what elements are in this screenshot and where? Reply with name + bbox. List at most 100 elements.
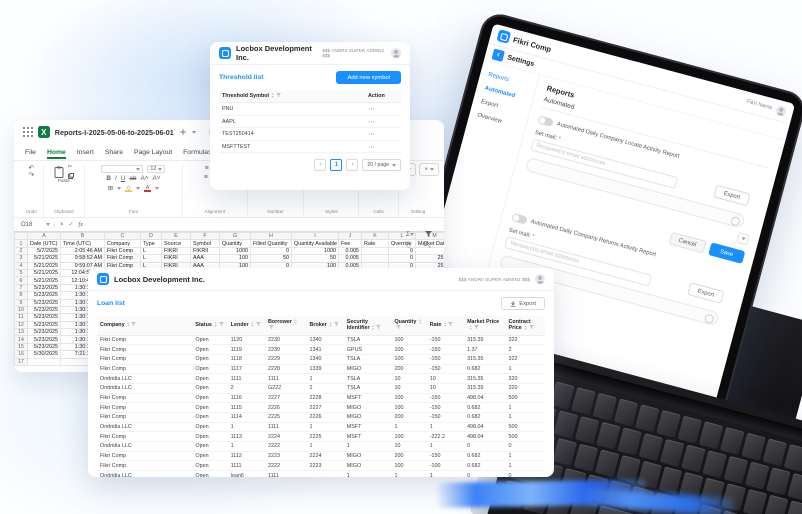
filter-icon[interactable] bbox=[528, 325, 534, 330]
cell[interactable] bbox=[27, 357, 61, 367]
row-header[interactable]: 13 bbox=[14, 328, 28, 337]
cell[interactable] bbox=[361, 246, 389, 256]
column-header[interactable]: H bbox=[250, 231, 292, 241]
loan-row[interactable]: Ondridia LLC Open 1 2222 1 1 10 1 0 0 bbox=[97, 441, 545, 452]
cell[interactable]: Fikri Comp bbox=[104, 254, 141, 263]
cell[interactable]: Fikri Comp bbox=[104, 246, 141, 256]
find-icon[interactable] bbox=[423, 241, 437, 249]
report-toggle[interactable] bbox=[537, 115, 555, 128]
cell[interactable]: 5/30/2025 bbox=[27, 350, 61, 359]
filter-icon[interactable] bbox=[333, 322, 339, 327]
italic-button[interactable]: I bbox=[114, 175, 117, 182]
stepper-control[interactable] bbox=[736, 232, 750, 246]
back-icon[interactable]: ‹ bbox=[491, 47, 506, 62]
sort-icons[interactable]: ▲ ▼ bbox=[212, 322, 224, 328]
column-header[interactable]: B bbox=[60, 231, 105, 241]
cell[interactable]: 5/21/2025 bbox=[27, 268, 61, 278]
row-header[interactable]: 14 bbox=[14, 335, 28, 344]
menu-item-home[interactable]: Home bbox=[47, 146, 66, 159]
row-header[interactable]: 16 bbox=[14, 350, 28, 359]
cell[interactable]: 0.005 bbox=[338, 254, 362, 263]
formula-input[interactable] bbox=[87, 219, 437, 230]
column-header[interactable]: E bbox=[161, 231, 191, 241]
loan-column-header[interactable]: Quantity ▲ ▼ bbox=[391, 316, 427, 336]
align-left-icon[interactable]: ≡ bbox=[203, 174, 208, 181]
menu-item-formulas[interactable]: Formulas bbox=[183, 148, 212, 156]
cell[interactable]: 5/23/2025 bbox=[27, 291, 61, 300]
filter-icon[interactable] bbox=[376, 325, 382, 330]
cell[interactable]: 5/23/2025 bbox=[27, 298, 61, 307]
row-header[interactable]: 11 bbox=[14, 313, 28, 322]
menu-item-file[interactable]: File bbox=[25, 148, 36, 156]
avatar[interactable] bbox=[774, 104, 788, 117]
cell[interactable]: 5/21/2025 bbox=[27, 254, 61, 263]
loan-column-header[interactable]: Rate ▲ ▼ bbox=[426, 316, 465, 336]
redo-icon[interactable]: ↷ bbox=[28, 172, 35, 179]
sort-icons[interactable]: ▲ ▼ bbox=[394, 318, 422, 331]
add-new-symbol-button[interactable]: Add new symbol bbox=[336, 71, 401, 84]
threshold-row[interactable]: TEST250414 ⋯ bbox=[219, 127, 401, 141]
prev-page-button[interactable]: ‹ bbox=[314, 159, 327, 172]
cell[interactable]: Date (UTC) bbox=[27, 239, 61, 248]
bold-button[interactable]: B bbox=[106, 175, 111, 182]
loan-column-header[interactable]: Market Price ▲ ▼ bbox=[464, 316, 506, 336]
row-header[interactable]: 10 bbox=[14, 305, 28, 315]
loan-column-header[interactable]: Status ▲ ▼ bbox=[192, 316, 228, 336]
subscript-button[interactable]: A˅ bbox=[152, 175, 161, 182]
loan-row[interactable]: Fikri Comp Open 1117 2228 1339 MIGO 200 -150 0.6… bbox=[97, 364, 545, 375]
save-button[interactable]: Save bbox=[707, 242, 746, 264]
cut-icon[interactable]: ✂ bbox=[67, 164, 73, 170]
report-toggle[interactable] bbox=[511, 213, 528, 225]
copy-icon[interactable] bbox=[67, 172, 74, 179]
borders-button[interactable]: ⊞ bbox=[107, 185, 114, 192]
filter-icon[interactable] bbox=[473, 325, 479, 330]
loan-column-header[interactable]: Company ▲ ▼ bbox=[97, 316, 193, 336]
chevron-down-icon[interactable] bbox=[191, 130, 196, 134]
cell[interactable]: Quantity bbox=[219, 239, 251, 248]
loan-row[interactable]: Fikri Comp Open 1114 2225 2226 MIGO 200 -150 0.6… bbox=[97, 412, 545, 423]
loan-column-header[interactable]: Lender ▲ ▼ bbox=[227, 316, 265, 336]
cell[interactable]: 50 bbox=[250, 254, 292, 263]
cell[interactable]: 100 bbox=[219, 254, 251, 263]
font-size-select[interactable]: 12 bbox=[147, 165, 166, 173]
sort-icons[interactable]: ▲ ▼ bbox=[441, 322, 454, 328]
row-header[interactable]: 3 bbox=[14, 254, 28, 263]
sort-icons[interactable]: ▲ ▼ bbox=[467, 325, 479, 331]
undo-icon[interactable]: ↶ bbox=[28, 165, 35, 172]
threshold-list-link[interactable]: Threshold list bbox=[219, 74, 264, 81]
sort-icons[interactable]: ▲ ▼ bbox=[327, 322, 339, 328]
autosum-icon[interactable]: Σ bbox=[406, 231, 420, 238]
menu-item-insert[interactable]: Insert bbox=[76, 148, 94, 156]
row-actions-menu[interactable]: ⋯ bbox=[368, 118, 376, 126]
sort-icons[interactable]: ▲ ▼ bbox=[125, 322, 137, 328]
cell[interactable]: 2:05:46 AM bbox=[60, 246, 105, 256]
strikethrough-button[interactable]: ab bbox=[129, 175, 137, 182]
filter-icon[interactable] bbox=[448, 322, 454, 327]
cell[interactable]: Rate bbox=[361, 239, 389, 248]
column-header[interactable]: G bbox=[219, 231, 251, 241]
loan-row[interactable]: Fikri Comp Open 1119 2230 1341 GPUS 100 -150 1.3… bbox=[97, 344, 545, 355]
paste-label[interactable]: Paste bbox=[57, 178, 70, 184]
sort-icons[interactable]: ▲ ▼ bbox=[249, 322, 261, 328]
align-top-icon[interactable]: ≡ bbox=[204, 165, 209, 172]
loan-row[interactable]: Fikri Comp Open 1120 2230 1340 TSLA 100 -150 315… bbox=[97, 335, 545, 346]
row-actions-menu[interactable]: ⋯ bbox=[368, 106, 376, 114]
menu-item-page-layout[interactable]: Page Layout bbox=[133, 148, 173, 156]
row-header[interactable]: 5 bbox=[14, 268, 28, 278]
cell[interactable]: 5/7/2025 bbox=[27, 246, 61, 256]
filter-icon[interactable] bbox=[131, 322, 137, 327]
cell[interactable]: 0 bbox=[388, 254, 416, 263]
cell[interactable]: 1000 bbox=[219, 246, 251, 256]
loan-row[interactable]: Fikri Comp Open 1111 2222 2223 MIGO 100 -100 0.6… bbox=[97, 460, 545, 472]
row-header[interactable]: 7 bbox=[14, 283, 28, 293]
sparkle-icon[interactable] bbox=[178, 128, 187, 136]
next-page-button[interactable]: › bbox=[346, 159, 359, 172]
cell[interactable]: Symbol bbox=[190, 239, 220, 248]
cell[interactable]: Filled Quantity bbox=[250, 239, 292, 248]
cell[interactable]: 9:58:52 AM bbox=[60, 254, 105, 263]
column-header[interactable]: F bbox=[190, 231, 220, 241]
sort-icons[interactable]: ▲ ▼ bbox=[522, 325, 534, 331]
loan-row[interactable]: Fikri Comp Open 1113 2224 2225 MSFT 100 -222.2 4… bbox=[97, 431, 545, 443]
loan-row[interactable]: Fikri Comp Open 1112 2223 2224 MIGO 200 -150 0.6… bbox=[97, 451, 545, 462]
row-header[interactable]: 1 bbox=[14, 239, 28, 248]
